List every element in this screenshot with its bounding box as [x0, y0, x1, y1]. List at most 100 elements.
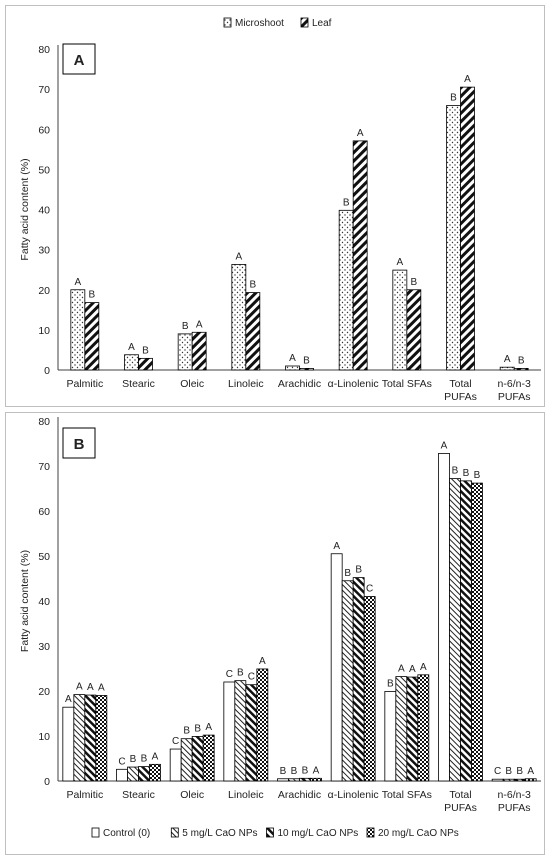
- significance-letter: B: [280, 766, 287, 777]
- bar: [234, 680, 247, 782]
- significance-letter: B: [518, 355, 525, 366]
- significance-letter: A: [396, 257, 403, 268]
- legend-swatch: [266, 827, 274, 838]
- bar: [191, 736, 204, 782]
- significance-letter: A: [409, 664, 416, 675]
- legend-swatch: [170, 827, 179, 838]
- panel-label-text: A: [74, 52, 85, 69]
- y-tick-label: 20: [38, 285, 50, 297]
- bar: [180, 738, 193, 782]
- x-tick-label: Oleic: [180, 378, 204, 390]
- significance-letter: B: [463, 468, 470, 479]
- y-tick-label: 50: [38, 164, 50, 176]
- significance-letter: B: [237, 668, 244, 679]
- bar: [384, 691, 397, 782]
- x-tick-label: Linoleic: [228, 378, 264, 390]
- panel-label-text: B: [74, 436, 85, 453]
- bar: [177, 333, 193, 371]
- significance-letter: A: [74, 277, 81, 288]
- significance-letter: B: [303, 355, 310, 366]
- bar: [231, 264, 247, 371]
- y-tick-label: 0: [44, 776, 50, 788]
- panel-a-chart: A 0 10 20 30 40 50 60 70 80 Fatty acid content (%)…: [5, 5, 545, 407]
- x-tick-label: Stearic: [122, 789, 155, 801]
- x-tick-label: n-6/n-3: [498, 378, 531, 390]
- x-tick-label: Total SFAs: [382, 378, 432, 390]
- bar: [446, 105, 461, 371]
- bar: [116, 768, 128, 782]
- bar: [363, 596, 376, 782]
- panel-a-svg: A 0 10 20 30 40 50 60 70 80 Fatty acid content (%)…: [19, 17, 541, 403]
- bar: [395, 676, 408, 782]
- significance-letter: B: [355, 565, 362, 576]
- legend: Control (0) 5 mg/L CaO NPs 10 mg/L CaO NPs…: [91, 827, 459, 839]
- bar: [84, 302, 100, 371]
- x-tick-label: Palmitic: [66, 378, 103, 390]
- panel-label: A: [62, 43, 96, 75]
- significance-letter: A: [196, 319, 203, 330]
- x-tick-label: PUFAs: [498, 802, 531, 814]
- bar: [499, 366, 515, 371]
- panel-b-svg: B 0 10 20 30 40 50 60 70 80 Fatty acid content (%)…: [19, 416, 541, 839]
- x-tick-label: Total: [449, 789, 471, 801]
- bar: [513, 778, 526, 782]
- bar: [138, 766, 150, 782]
- significance-letter: B: [291, 766, 298, 777]
- y-tick-label: 50: [38, 551, 50, 563]
- legend-label: 20 mg/L CaO NPs: [378, 828, 459, 839]
- x-tick-label: Total: [449, 378, 471, 390]
- legend-label: Leaf: [312, 18, 332, 29]
- bar: [392, 269, 408, 371]
- significance-letter: B: [142, 345, 149, 356]
- significance-letter: B: [474, 470, 481, 481]
- significance-letter: A: [205, 722, 212, 733]
- significance-letter: A: [313, 765, 320, 776]
- significance-letter: A: [259, 656, 266, 667]
- significance-letter: A: [420, 662, 427, 673]
- x-tick-label: Palmitic: [66, 789, 103, 801]
- significance-letter: C: [172, 736, 179, 747]
- significance-letter: C: [118, 756, 125, 767]
- significance-letter: B: [516, 766, 523, 777]
- x-tick-label: Arachidic: [278, 378, 321, 390]
- y-tick-label: 20: [38, 686, 50, 698]
- significance-letter: A: [65, 694, 72, 705]
- significance-letter: A: [441, 440, 448, 451]
- legend-label: Control (0): [103, 828, 150, 839]
- bar: [223, 681, 236, 782]
- bar: [352, 577, 365, 782]
- significance-letter: A: [398, 664, 405, 675]
- y-tick-label: 60: [38, 506, 50, 518]
- bar: [471, 482, 483, 782]
- bar: [127, 766, 139, 782]
- significance-letter: A: [333, 541, 340, 552]
- y-axis-label: Fatty acid content (%): [19, 550, 31, 652]
- significance-letter: B: [302, 765, 309, 776]
- x-tick-label: Total SFAs: [382, 789, 432, 801]
- legend-label: Microshoot: [235, 18, 284, 29]
- bar: [256, 668, 269, 782]
- significance-letter: A: [464, 74, 471, 85]
- legend: Microshoot Leaf: [223, 17, 332, 29]
- legend-swatch: [223, 17, 232, 28]
- significance-letter: A: [235, 251, 242, 262]
- y-tick-label: 40: [38, 205, 50, 217]
- bar: [338, 209, 354, 371]
- significance-letter: B: [344, 568, 351, 579]
- bar: [502, 778, 515, 782]
- bar: [245, 684, 258, 782]
- x-tick-label: Linoleic: [228, 789, 264, 801]
- legend-label: 10 mg/L CaO NPs: [278, 828, 359, 839]
- bar: [84, 694, 97, 782]
- significance-letter: A: [527, 766, 534, 777]
- x-tick-label: Oleic: [180, 789, 204, 801]
- significance-letter: A: [128, 342, 135, 353]
- bar: [406, 676, 419, 782]
- bar: [202, 734, 215, 782]
- y-tick-label: 30: [38, 245, 50, 257]
- significance-letter: B: [141, 754, 148, 765]
- significance-letter: A: [504, 354, 511, 365]
- bar: [491, 778, 504, 782]
- bar: [191, 331, 207, 371]
- y-tick-label: 70: [38, 84, 50, 96]
